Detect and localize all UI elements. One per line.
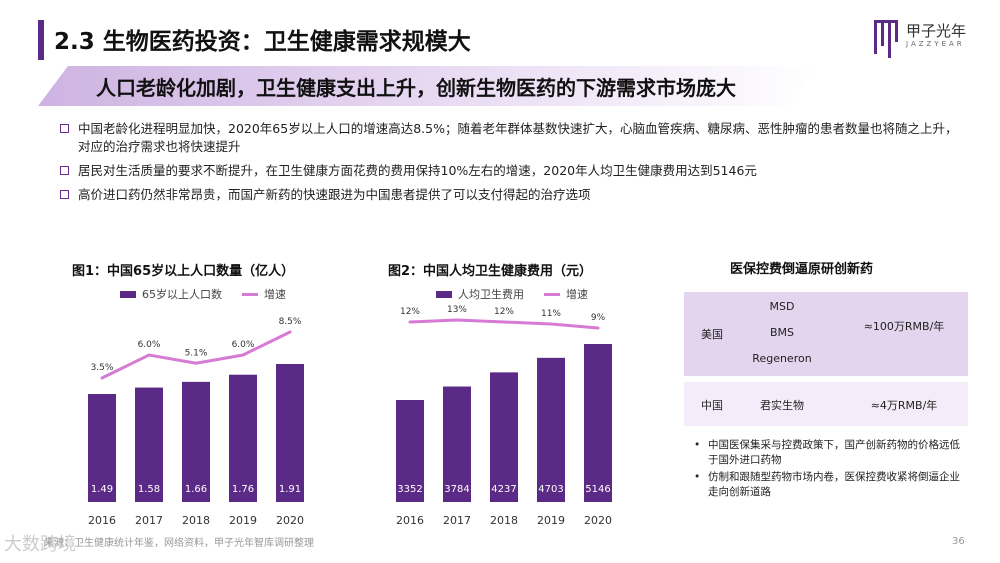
x-tick-label: 2020 (276, 514, 304, 527)
source-note: 来源：卫生健康统计年鉴，网络资料，甲子光年智库调研整理 (44, 538, 314, 549)
legend-label: 增速 (566, 288, 588, 301)
bar-label: 3784 (444, 484, 469, 495)
table-row: 中国 君实生物 ≈4万RMB/年 (684, 382, 968, 426)
legend-line-swatch (544, 292, 560, 296)
company-cell: 君实生物 (760, 399, 804, 412)
bar-label: 4237 (491, 484, 516, 495)
bullet-item: 中国老龄化进程明显加快，2020年65岁以上人口的增速高达8.5%；随着老年群体… (60, 120, 960, 156)
company-cell: BMS (769, 326, 795, 339)
line-label: 5.1% (185, 348, 208, 358)
legend-label: 人均卫生费用 (458, 288, 524, 301)
bar (135, 387, 163, 502)
bullet-list: 中国老龄化进程明显加快，2020年65岁以上人口的增速高达8.5%；随着老年群体… (60, 120, 960, 210)
legend-label: 65岁以上人口数 (142, 288, 222, 301)
price-cell: ≈4万RMB/年 (870, 399, 938, 412)
company-cell: Regeneron (752, 352, 812, 365)
x-tick-label: 2018 (490, 514, 518, 527)
bar (182, 381, 210, 502)
line-label: 6.0% (138, 340, 161, 350)
line-label: 12% (494, 307, 514, 317)
chart1-legend: 65岁以上人口数 增速 (120, 286, 286, 302)
growth-line (408, 318, 600, 330)
note-item: 中国医保集采与控费政策下，国产创新药物的价格远低于国外进口药物 (690, 438, 965, 468)
bar-label: 1.76 (232, 484, 254, 495)
x-tick-label: 2017 (135, 514, 163, 527)
bar (490, 372, 518, 502)
logo-subtext: JAZZYEAR (906, 40, 965, 48)
x-tick-label: 2019 (229, 514, 257, 527)
subtitle: 人口老龄化加剧，卫生健康支出上升，创新生物医药的下游需求市场庞大 (96, 76, 736, 100)
bar (537, 357, 565, 502)
watermark-logo: 大数跨境 (4, 534, 76, 555)
table-title: 医保控费倒逼原研创新药 (730, 262, 874, 277)
bar-label: 1.58 (138, 484, 160, 495)
bar-label: 1.66 (185, 484, 207, 495)
table-row: 美国 MSD BMS Regeneron ≈100万RMB/年 (684, 292, 968, 376)
notes-list: 中国医保集采与控费政策下，国产创新药物的价格远低于国外进口药物 仿制和跟随型药物… (690, 438, 965, 502)
line-label: 9% (591, 313, 606, 323)
chart2-legend: 人均卫生费用 增速 (436, 286, 588, 302)
bar-label: 5146 (585, 484, 610, 495)
line-label: 11% (541, 309, 561, 319)
page-title: 2.3 生物医药投资：卫生健康需求规模大 (54, 29, 471, 55)
brand-logo-icon (874, 20, 898, 58)
bar-label: 1.91 (279, 484, 301, 495)
subtitle-band (38, 66, 818, 106)
chart1-title: 图1：中国65岁以上人口数量（亿人） (72, 264, 295, 279)
x-tick-label: 2016 (396, 514, 424, 527)
growth-line (100, 330, 292, 380)
company-cell: MSD (769, 300, 795, 313)
bar (88, 394, 116, 502)
bar-label: 1.49 (91, 484, 113, 495)
bar-label: 4703 (538, 484, 563, 495)
line-label: 3.5% (91, 363, 114, 373)
legend-label: 增速 (264, 288, 286, 301)
x-tick-label: 2016 (88, 514, 116, 527)
note-item: 仿制和跟随型药物市场内卷，医保控费收紧将倒逼企业走向创新道路 (690, 470, 965, 500)
bar-label: 3352 (397, 484, 422, 495)
page-number: 36 (952, 536, 965, 547)
legend-bar-swatch (120, 290, 136, 298)
logo-text: 甲子光年 (906, 22, 967, 40)
x-tick-label: 2018 (182, 514, 210, 527)
bar (229, 374, 257, 502)
bar (396, 400, 424, 502)
line-label: 12% (400, 307, 420, 317)
line-label: 6.0% (232, 340, 255, 350)
country-cell: 中国 (701, 399, 723, 412)
bar (276, 364, 304, 502)
chart2-svg: 3352 2016 3784 2017 4237 2018 4703 2019 5146 2020… (396, 305, 612, 527)
country-cell: 美国 (701, 328, 723, 341)
bullet-item: 居民对生活质量的要求不断提升，在卫生健康方面花费的费用保持10%左右的增速，20… (60, 162, 960, 180)
legend-line-swatch (242, 292, 258, 296)
bar (443, 386, 471, 502)
chart1-svg: 1.49 2016 1.58 2017 1.66 2018 1.76 2019 1.91 2020… (88, 317, 304, 527)
line-label: 13% (447, 305, 467, 315)
price-cell: ≈100万RMB/年 (863, 320, 945, 333)
title-accent-bar (38, 20, 44, 60)
chart2-title: 图2：中国人均卫生健康费用（元） (388, 264, 593, 279)
x-tick-label: 2017 (443, 514, 471, 527)
bullet-item: 高价进口药仍然非常昂贵，而国产新药的快速跟进为中国患者提供了可以支付得起的治疗选… (60, 186, 960, 204)
x-tick-label: 2020 (584, 514, 612, 527)
line-label: 8.5% (279, 317, 302, 327)
bar (584, 344, 612, 502)
legend-bar-swatch (436, 290, 452, 298)
x-tick-label: 2019 (537, 514, 565, 527)
